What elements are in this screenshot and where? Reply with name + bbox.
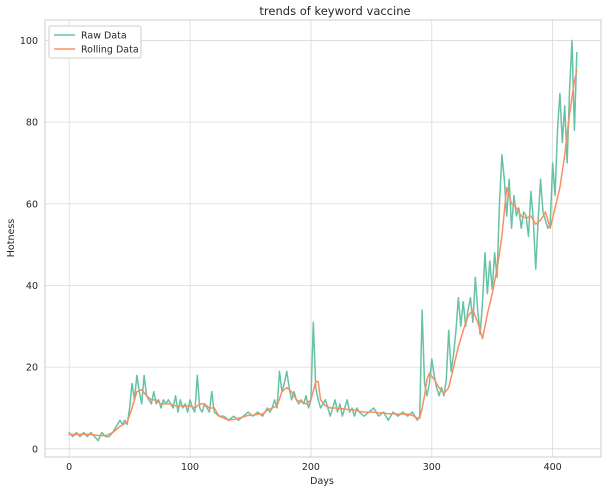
- legend-label-rolling: Rolling Data: [81, 45, 139, 56]
- x-tick-label: 0: [66, 462, 72, 473]
- x-tick-label: 400: [544, 462, 562, 473]
- x-tick-label: 100: [181, 462, 199, 473]
- grid-lines: [45, 20, 601, 457]
- plot-frame: [44, 19, 602, 458]
- x-tick-label: 300: [423, 462, 441, 473]
- legend: Raw Data Rolling Data: [48, 25, 142, 59]
- legend-box: [48, 25, 142, 59]
- y-tick-label: 60: [26, 199, 38, 210]
- y-tick-label: 20: [26, 363, 38, 374]
- legend-label-raw: Raw Data: [81, 31, 127, 42]
- y-tick-label: 0: [32, 444, 38, 455]
- y-tick-label: 40: [26, 281, 38, 292]
- series-lines: [68, 39, 578, 442]
- x-axis-label: Days: [310, 476, 334, 487]
- chart-title: trends of keyword vaccine: [259, 4, 410, 18]
- y-axis-label: Hotness: [6, 219, 17, 257]
- y-tick-label: 100: [20, 36, 38, 47]
- y-tick-label: 80: [26, 118, 38, 129]
- tick-labels: 0 100 200 300 400 0 20 40 60 80 100: [20, 36, 562, 473]
- series-line-raw: [68, 39, 578, 442]
- series-line-rolling: [68, 70, 578, 437]
- x-tick-label: 200: [302, 462, 320, 473]
